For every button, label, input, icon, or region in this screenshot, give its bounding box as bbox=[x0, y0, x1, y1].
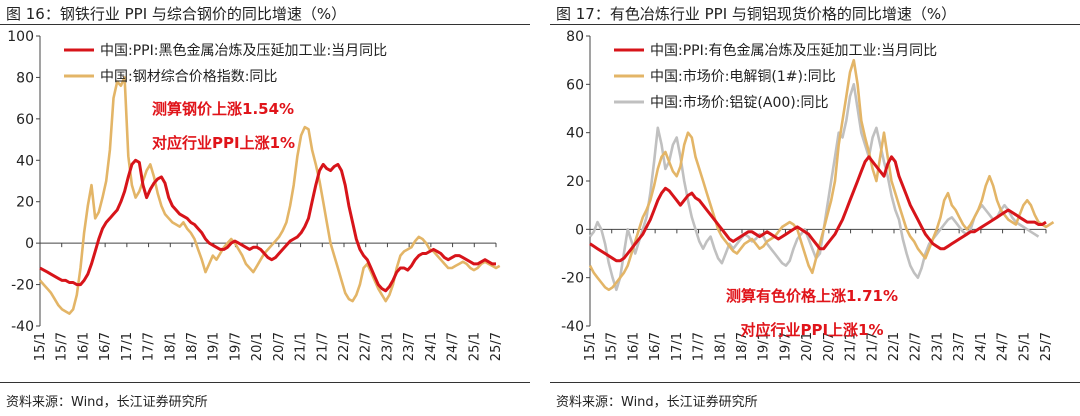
chart-panel-steel: 图 16：钢铁行业 PPI 与综合钢价的同比增速（%） -40 -20 0 20 40 6… bbox=[0, 0, 530, 416]
series-line bbox=[588, 82, 1040, 292]
steel-ppi-chart: -40 -20 0 20 40 60 80 100 15/1 15/7 16/1 16/7 17/1 17… bbox=[7, 29, 504, 361]
x-tick-label: 22/7 bbox=[359, 332, 374, 361]
figure-title: 图 16：钢铁行业 PPI 与综合钢价的同比增速（%） bbox=[6, 5, 347, 23]
x-tick-label: 19/7 bbox=[228, 332, 243, 361]
annotation: 测算有色价格上涨1.71% bbox=[726, 287, 898, 305]
title-divider bbox=[550, 24, 1080, 25]
x-tick-label: 23/1 bbox=[380, 332, 395, 361]
x-tick-label: 17/1 bbox=[670, 332, 685, 361]
x-tick-label: 20/1 bbox=[800, 332, 815, 361]
annotation: 测算钢价上涨1.54% bbox=[152, 100, 294, 118]
y-tick-label: 0 bbox=[575, 222, 584, 238]
footer-divider bbox=[0, 382, 530, 383]
x-tick-label: 24/7 bbox=[996, 332, 1011, 361]
x-tick-label: 23/7 bbox=[402, 332, 417, 361]
x-tick-label: 20/1 bbox=[250, 332, 265, 361]
y-tick-label: 60 bbox=[566, 77, 584, 93]
y-tick-label: 20 bbox=[16, 195, 34, 211]
legend-label: 中国:PPI:黑色金属冶炼及压延加工业:当月同比 bbox=[100, 42, 387, 59]
y-tick-label: -20 bbox=[561, 271, 584, 287]
x-tick-label: 19/7 bbox=[778, 332, 793, 361]
x-tick-label: 16/7 bbox=[648, 332, 663, 361]
x-tick-label: 18/1 bbox=[713, 332, 728, 361]
source-note: 资料来源：Wind，长江证券研究所 bbox=[6, 395, 208, 410]
y-tick-label: 60 bbox=[16, 112, 34, 128]
annotation: 对应行业PPI上涨1% bbox=[152, 134, 295, 152]
y-tick-label: -20 bbox=[11, 278, 34, 294]
x-tick-label: 15/7 bbox=[605, 332, 620, 361]
annotation: 对应行业PPI上涨1% bbox=[740, 321, 883, 339]
x-tick-label: 18/7 bbox=[185, 332, 200, 361]
x-tick-label: 22/1 bbox=[337, 332, 352, 361]
y-tick-label: -40 bbox=[11, 319, 34, 335]
x-tick-label: 19/1 bbox=[207, 332, 222, 361]
nonferrous-ppi-chart: -40 -20 0 20 40 60 80 15/1 15/7 16/1 16/7 17/1 17/7 1… bbox=[561, 29, 1055, 361]
x-tick-label: 21/1 bbox=[844, 332, 859, 361]
x-tick-label: 17/1 bbox=[120, 332, 135, 361]
x-tick-label: 25/7 bbox=[489, 332, 504, 361]
x-tick-label: 24/1 bbox=[424, 332, 439, 361]
chart-panel-nonferrous: 图 17：有色冶炼行业 PPI 与铜铝现货价格的同比增速（%） -40 -20 0 2… bbox=[550, 0, 1080, 416]
x-tick-label: 15/7 bbox=[55, 332, 70, 361]
x-tick-label: 25/1 bbox=[1017, 332, 1032, 361]
x-tick-label: 24/1 bbox=[974, 332, 989, 361]
x-tick-label: 22/1 bbox=[887, 332, 902, 361]
legend-label: 中国:市场价:电解铜(1#):同比 bbox=[650, 68, 836, 85]
x-tick-label: 15/1 bbox=[33, 332, 48, 361]
x-tick-label: 17/7 bbox=[142, 332, 157, 361]
x-tick-label: 20/7 bbox=[822, 332, 837, 361]
series-line bbox=[39, 76, 501, 315]
y-tick-label: 40 bbox=[566, 126, 584, 142]
x-tick-label: 16/1 bbox=[76, 332, 91, 361]
series-line bbox=[588, 58, 1055, 292]
legend-label: 中国:PPI:有色金属冶炼及压延加工业:当月同比 bbox=[650, 42, 937, 59]
y-tick-label: -40 bbox=[561, 319, 584, 335]
x-tick-label: 22/7 bbox=[909, 332, 924, 361]
source-note: 资料来源：Wind，长江证券研究所 bbox=[556, 395, 758, 410]
x-tick-label: 20/7 bbox=[272, 332, 287, 361]
x-tick-label: 23/7 bbox=[952, 332, 967, 361]
x-tick-label: 16/7 bbox=[98, 332, 113, 361]
series-line bbox=[39, 158, 496, 293]
x-tick-label: 18/1 bbox=[163, 332, 178, 361]
x-tick-label: 23/1 bbox=[930, 332, 945, 361]
x-tick-label: 15/1 bbox=[583, 332, 598, 361]
y-tick-label: 40 bbox=[16, 153, 34, 169]
y-tick-label: 0 bbox=[25, 236, 34, 252]
series-line bbox=[589, 155, 1047, 263]
legend-label: 中国:钢材综合价格指数:同比 bbox=[100, 69, 277, 85]
x-tick-label: 17/7 bbox=[692, 332, 707, 361]
footer-divider bbox=[550, 382, 1080, 383]
x-tick-label: 25/1 bbox=[467, 332, 482, 361]
x-tick-label: 25/7 bbox=[1039, 332, 1054, 361]
title-divider bbox=[0, 24, 530, 25]
y-tick-label: 100 bbox=[7, 29, 34, 45]
y-tick-label: 20 bbox=[566, 174, 584, 190]
figure-title: 图 17：有色冶炼行业 PPI 与铜铝现货价格的同比增速（%） bbox=[556, 5, 957, 23]
x-tick-label: 19/1 bbox=[757, 332, 772, 361]
legend-label: 中国:市场价:铝锭(A00):同比 bbox=[650, 94, 828, 111]
x-tick-label: 21/7 bbox=[865, 332, 880, 361]
y-tick-label: 80 bbox=[566, 29, 584, 45]
x-tick-label: 24/7 bbox=[446, 332, 461, 361]
x-tick-label: 21/1 bbox=[294, 332, 309, 361]
x-tick-label: 16/1 bbox=[626, 332, 641, 361]
y-tick-label: 80 bbox=[16, 70, 34, 86]
x-tick-label: 18/7 bbox=[735, 332, 750, 361]
x-tick-label: 21/7 bbox=[315, 332, 330, 361]
